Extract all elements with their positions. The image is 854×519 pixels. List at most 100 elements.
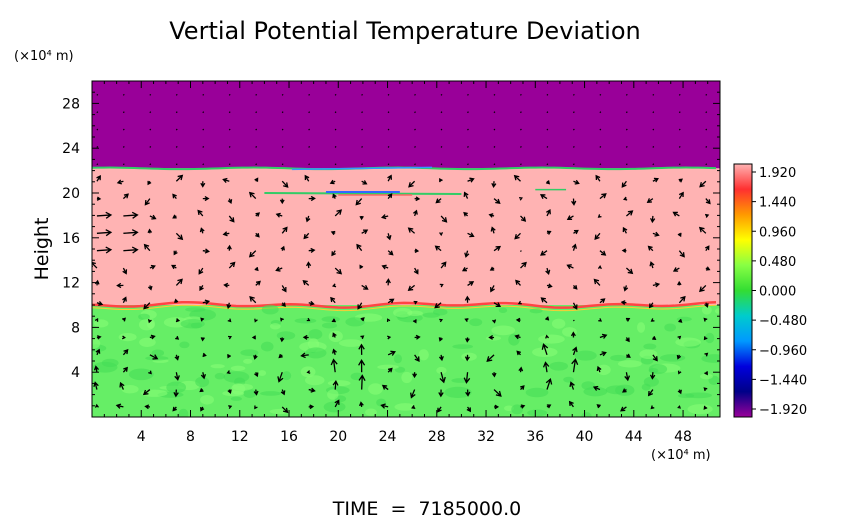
vector-arrow [254, 318, 258, 323]
vector-arrow [593, 278, 601, 286]
vector-arrow [122, 296, 127, 304]
vector-arrow [93, 381, 99, 390]
vector-arrow [172, 214, 177, 219]
vector-arrow [650, 318, 655, 322]
vector-arrow [546, 283, 553, 289]
texture-blob [166, 381, 187, 394]
texture-blob [243, 389, 257, 398]
vector-arrow [625, 337, 630, 343]
vector-dot [334, 93, 337, 96]
vector-arrow [355, 198, 363, 206]
vector-arrow [200, 181, 206, 188]
vector-arrow [96, 246, 113, 254]
vector-dot [334, 146, 337, 148]
vector-arrow [703, 405, 708, 410]
time-footer: TIME = 7185000.0 [332, 498, 521, 519]
vector-arrow [413, 300, 418, 305]
vector-arrow [463, 211, 469, 217]
upper-boundary-accent [291, 166, 433, 171]
vector-arrow [652, 177, 659, 183]
vector-dot [546, 146, 549, 148]
vector-dot [387, 146, 390, 148]
vector-dot [308, 146, 311, 148]
vector-arrow [96, 175, 101, 182]
texture-blob [377, 364, 399, 370]
vector-arrow [466, 406, 471, 413]
texture-blob [92, 338, 101, 349]
vector-arrow [464, 295, 471, 303]
vector-arrow [116, 179, 124, 185]
vector-arrow [625, 317, 631, 322]
vector-arrow [599, 298, 606, 304]
vector-arrow [407, 284, 416, 291]
y-tick-label: 20 [62, 186, 80, 202]
vector-dot [572, 128, 575, 131]
vector-arrow [361, 180, 368, 185]
vector-dot [281, 163, 284, 166]
vector-arrow [332, 348, 337, 356]
texture-blob [305, 375, 325, 386]
vector-arrow [303, 232, 310, 240]
texture-blob [511, 404, 523, 415]
vector-arrow [545, 180, 551, 185]
vector-arrow [330, 358, 338, 373]
vector-arrow [439, 318, 444, 323]
vector-arrow [545, 267, 551, 275]
texture-blob [452, 344, 473, 349]
vector-dot [281, 111, 284, 114]
texture-blob [637, 322, 646, 333]
vector-dot [122, 128, 125, 131]
vector-dot [599, 146, 602, 148]
texture-blob [551, 318, 566, 329]
vector-arrow [227, 318, 232, 323]
vector-arrow [622, 388, 627, 393]
texture-blob [323, 401, 346, 413]
vector-arrow [678, 295, 686, 304]
texture-blob [240, 349, 259, 357]
vector-dot [520, 111, 522, 114]
vector-arrow [357, 302, 363, 310]
vector-arrow [334, 399, 340, 408]
vector-arrow [488, 213, 495, 218]
vector-arrow [652, 231, 660, 237]
vector-arrow [360, 335, 365, 340]
vector-arrow [494, 404, 500, 410]
vector-dot [361, 111, 363, 114]
vector-arrow [439, 283, 444, 288]
vector-dot [96, 128, 99, 131]
vector-dot [96, 146, 99, 148]
vector-dot [228, 128, 231, 131]
vector-arrow [491, 181, 497, 189]
texture-blob [525, 387, 549, 398]
texture-blob [258, 370, 267, 376]
vector-arrow [597, 265, 602, 270]
vector-arrow [356, 243, 363, 252]
vector-arrow [626, 210, 634, 217]
vector-arrow [96, 335, 102, 340]
vector-dot [361, 93, 363, 96]
colorbar-label: 0.000 [759, 285, 796, 300]
vector-arrow [302, 334, 309, 340]
vector-arrow [330, 230, 336, 236]
vector-arrow [123, 211, 139, 219]
vector-arrow [625, 267, 634, 275]
vector-arrow [249, 295, 257, 304]
vector-dot [122, 93, 125, 96]
vector-arrow [255, 232, 260, 238]
x-tick-label: 20 [329, 429, 347, 445]
vector-arrow [517, 300, 522, 305]
vector-dot [467, 111, 469, 114]
vector-dot [520, 146, 522, 148]
vector-arrow [413, 209, 418, 217]
vector-dot [625, 128, 628, 131]
vector-arrow [678, 318, 683, 323]
vector-dot [652, 146, 655, 148]
texture-blob [563, 376, 574, 383]
vector-dot [334, 163, 337, 166]
vector-arrow [228, 405, 233, 409]
texture-blob [393, 354, 402, 364]
vector-arrow [123, 229, 139, 237]
texture-blob [179, 341, 190, 349]
x-tick-label: 32 [477, 429, 495, 445]
vector-arrow [278, 353, 283, 359]
